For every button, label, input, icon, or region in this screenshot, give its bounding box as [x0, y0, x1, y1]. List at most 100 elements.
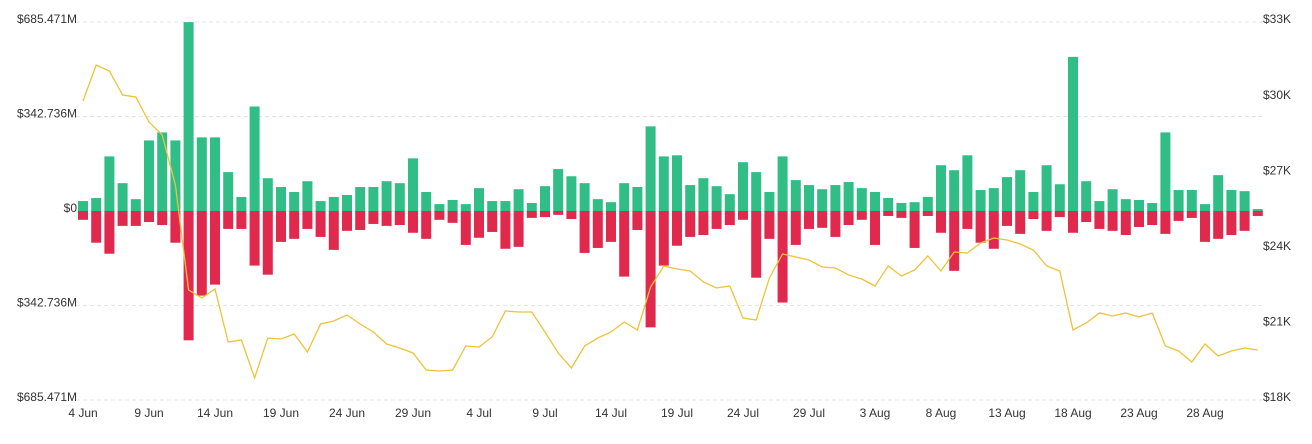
x-tick-label: 19 Jun [263, 406, 299, 420]
bar [540, 211, 550, 218]
y2-tick-label: $30K [1263, 88, 1291, 102]
bar [645, 211, 656, 328]
bar [315, 201, 326, 211]
bar [117, 183, 128, 211]
bar [883, 211, 894, 216]
y2-tick-label: $27K [1263, 163, 1291, 177]
bar [949, 170, 960, 211]
bar [394, 183, 405, 211]
x-tick-label: 24 Jun [329, 406, 365, 420]
bar [540, 186, 550, 211]
bar [936, 165, 946, 211]
bar [870, 211, 880, 245]
bar [751, 211, 762, 278]
bar [1200, 211, 1210, 242]
bar [698, 211, 709, 235]
bar [130, 199, 141, 211]
bar [1173, 211, 1184, 221]
bar [856, 188, 867, 211]
bar [157, 211, 168, 226]
bar [1186, 190, 1197, 211]
bar [447, 199, 458, 211]
bar [1226, 190, 1237, 211]
bar [830, 185, 841, 211]
x-tick-label: 4 Jul [466, 406, 491, 420]
bar [526, 203, 537, 211]
bar [78, 211, 88, 220]
bar [1094, 201, 1105, 211]
bar [1147, 211, 1158, 226]
bar [421, 211, 432, 239]
bar [249, 106, 260, 211]
bar [817, 211, 828, 228]
bar [328, 196, 339, 211]
bar [91, 198, 102, 211]
bar [817, 189, 828, 211]
bar [632, 187, 643, 211]
bar [394, 211, 405, 226]
bar [447, 211, 458, 223]
bar [1252, 211, 1263, 216]
bar [1186, 211, 1197, 218]
bar [777, 156, 788, 211]
bar [210, 137, 220, 211]
bar [619, 183, 630, 211]
price-line [82, 64, 1258, 381]
x-tick-label: 9 Jun [134, 406, 163, 420]
bar [196, 211, 207, 296]
x-tick-label: 14 Jul [595, 406, 627, 420]
bar [1239, 191, 1250, 211]
bar [1200, 204, 1210, 211]
bar [500, 201, 511, 211]
bar [1147, 203, 1158, 211]
bar [355, 187, 366, 211]
x-tick-label: 23 Aug [1120, 406, 1157, 420]
bar [724, 211, 735, 226]
bar [711, 211, 722, 229]
bar [711, 186, 722, 211]
bar [368, 211, 379, 224]
bar [276, 187, 286, 211]
y-tick-label: $685.471M [17, 390, 77, 404]
bar [144, 140, 154, 211]
bar [91, 211, 102, 243]
bar [1028, 211, 1039, 219]
x-tick-label: 8 Aug [926, 406, 957, 420]
bar [1081, 181, 1092, 211]
x-tick-label: 9 Jul [532, 406, 557, 420]
bar [975, 190, 986, 211]
bar [1015, 211, 1026, 234]
bar [1134, 211, 1144, 227]
bar [144, 211, 154, 223]
bar [658, 156, 669, 211]
bar [1107, 189, 1118, 211]
x-tick-label: 14 Jun [197, 406, 233, 420]
bar [685, 211, 696, 237]
y2-tick-label: $24K [1263, 239, 1291, 253]
bar [104, 156, 115, 211]
bar [526, 211, 537, 218]
bar [830, 211, 841, 237]
bar [474, 188, 484, 211]
bar [130, 211, 141, 226]
x-tick-label: 3 Aug [860, 406, 891, 420]
bar [790, 211, 801, 245]
bar [553, 169, 564, 211]
bar [104, 211, 115, 254]
bar [342, 195, 352, 211]
bar [434, 211, 445, 220]
y2-tick-label: $33K [1263, 12, 1291, 26]
bar [487, 201, 498, 211]
bar [223, 211, 234, 229]
bar [1134, 199, 1144, 211]
bar [764, 191, 775, 211]
bar [1028, 191, 1039, 211]
bar [355, 211, 366, 231]
x-tick-label: 24 Jul [727, 406, 759, 420]
y-tick-label: $342.736M [17, 296, 77, 310]
bar [236, 196, 247, 211]
bar [1252, 209, 1263, 211]
bar [381, 211, 392, 226]
bar [909, 202, 920, 211]
